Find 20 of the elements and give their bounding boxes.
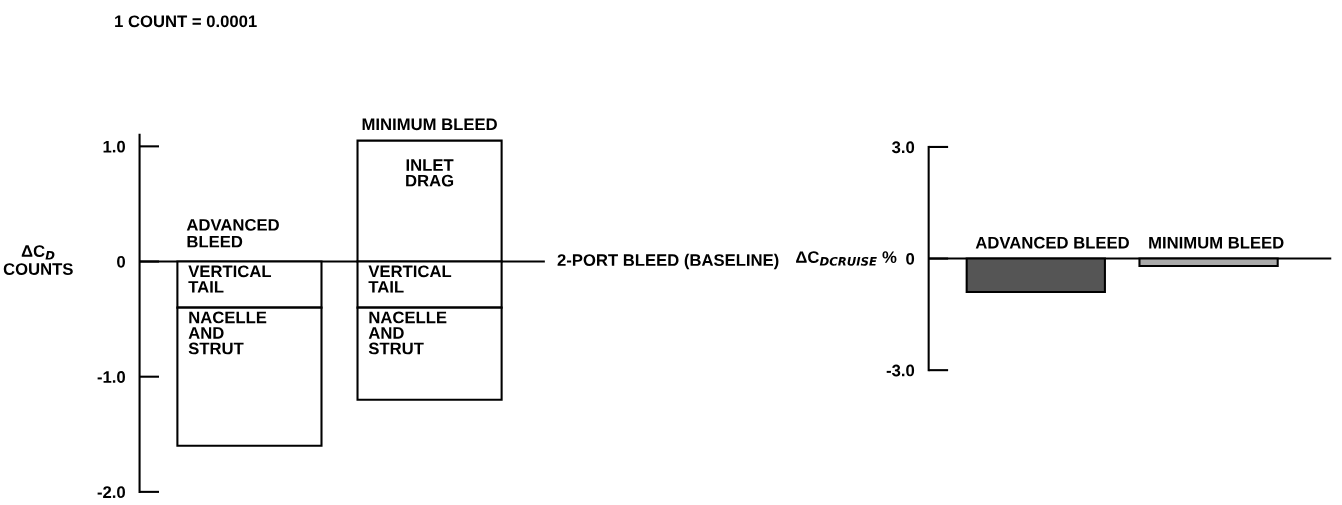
y-tick-label: 1.0 — [103, 140, 125, 153]
series-label: NACELLE AND STRUT — [188, 311, 267, 355]
y-tick-label: -1.0 — [97, 371, 125, 383]
text: VERTICAL TAIL — [368, 265, 452, 293]
series-label: INLET DRAG — [406, 159, 454, 187]
text: 1 COUNT = 0.0001 — [115, 15, 257, 28]
x-tick-label: ADVANCED BLEED — [186, 218, 279, 248]
series-label: VERTICAL TAIL — [188, 265, 272, 293]
y-axis-title: ΔC$_{DCRUISE}$ % — [796, 251, 897, 266]
ref-line-label: 2-PORT BLEED (BASELINE) — [557, 253, 779, 270]
y-tick-label: 3.0 — [891, 141, 915, 154]
y-tick-label: -3.0 — [886, 364, 915, 377]
text: NACELLE AND STRUT — [368, 311, 447, 355]
x-tick-label: ADVANCED BLEED — [975, 236, 1129, 249]
x-tick-label: MINIMUM BLEED — [1149, 236, 1284, 249]
x-tick-label: MINIMUM BLEED — [362, 118, 497, 131]
y-tick-label: 0 — [117, 255, 125, 268]
y-tick-label: -2.0 — [97, 486, 125, 499]
y-tick-label: 0 — [906, 252, 915, 265]
y-axis-title: ΔC$_{D}$ COUNTS — [3, 245, 73, 275]
